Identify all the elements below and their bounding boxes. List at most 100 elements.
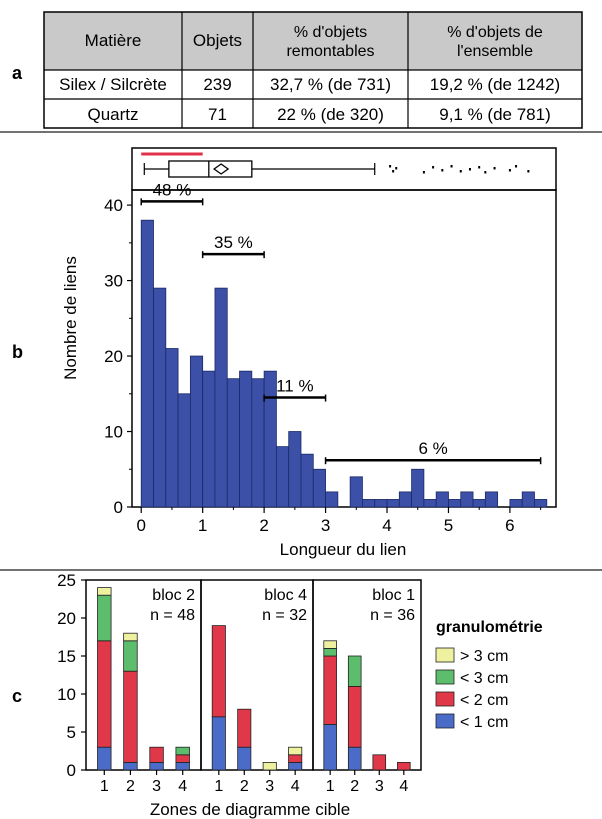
x-tick-label: 2 xyxy=(259,516,268,535)
histogram-bar xyxy=(411,468,425,508)
table-header-cell: Objets xyxy=(193,31,242,50)
x-tick-label: 0 xyxy=(136,516,145,535)
legend-swatch xyxy=(435,669,455,685)
y-tick-label: 40 xyxy=(104,196,123,215)
boxplot-outlier xyxy=(459,170,462,173)
group-count: n = 36 xyxy=(370,607,415,624)
stacked-segment xyxy=(97,594,112,642)
histogram-bar xyxy=(251,378,265,508)
stacked-segment xyxy=(347,746,362,771)
histogram-bar xyxy=(448,499,462,508)
stacked-segment xyxy=(175,746,190,756)
stacked-segment xyxy=(323,648,337,657)
panel-label-c: c xyxy=(12,686,22,706)
x-tick-label: 2 xyxy=(126,778,135,795)
stacked-segment xyxy=(288,754,303,763)
histogram-bar xyxy=(362,499,376,508)
panel-label-b: b xyxy=(12,342,23,362)
histogram-bar xyxy=(386,499,400,508)
y-tick-label: 20 xyxy=(104,347,123,366)
histogram-bar xyxy=(214,287,228,508)
stacked-bar-chart: Zones de diagramme cible granulométrie 0… xyxy=(57,571,543,819)
stacked-segment xyxy=(323,655,337,725)
boxplot-frame xyxy=(131,147,557,191)
boxplot-outlier xyxy=(441,169,444,172)
stacked-segment xyxy=(397,762,411,771)
stacked-segment xyxy=(123,762,138,771)
histogram-bar xyxy=(226,378,240,508)
x-tick-label: 2 xyxy=(350,778,359,795)
histogram-bar xyxy=(374,499,388,508)
boxplot-outlier xyxy=(432,166,435,169)
boxplot-box xyxy=(168,160,253,178)
group-count: n = 48 xyxy=(150,607,195,624)
x-tick-label: 3 xyxy=(265,778,274,795)
y-tick-label: 10 xyxy=(57,685,76,704)
x-tick-label: 1 xyxy=(198,516,207,535)
percent-label: 6 % xyxy=(418,439,447,458)
stacked-segment xyxy=(372,754,387,771)
x-tick-label: 4 xyxy=(399,778,408,795)
stacked-x-label: Zones de diagramme cible xyxy=(150,800,350,819)
histogram-bar xyxy=(202,370,216,508)
histogram-bar xyxy=(398,491,412,508)
legend-label: < 3 cm xyxy=(460,670,508,687)
histogram-bar xyxy=(189,355,204,508)
data-table: Matière Objets % d'objets remontables % d… xyxy=(43,11,583,129)
histogram-bar xyxy=(177,393,191,508)
stacked-segment xyxy=(288,762,303,771)
histogram-bar xyxy=(300,453,314,508)
stacked-segment xyxy=(323,640,337,649)
x-tick-label: 4 xyxy=(178,778,187,795)
boxplot-outlier xyxy=(515,165,518,168)
histogram-bar xyxy=(153,287,167,508)
histogram-bar xyxy=(276,446,290,508)
histogram-bar xyxy=(288,431,302,508)
histogram-bar xyxy=(165,348,179,508)
x-tick-label: 4 xyxy=(291,778,300,795)
stacked-segment xyxy=(347,686,362,748)
boxplot-outlier xyxy=(422,171,425,174)
y-tick-label: 20 xyxy=(57,609,76,628)
histogram-bar xyxy=(460,491,474,508)
table-header-cell: Matière xyxy=(85,31,142,50)
boxplot-outlier xyxy=(478,166,481,169)
table-cell: Quartz xyxy=(87,105,138,124)
histogram-bar xyxy=(521,491,535,508)
group-title: bloc 2 xyxy=(152,587,195,604)
stacked-segment xyxy=(237,708,252,748)
table-cell: 22 % (de 320) xyxy=(277,105,384,124)
stacked-segment xyxy=(123,632,138,642)
stacked-segment xyxy=(237,746,252,771)
histogram: Longueur du lien Nombre de liens 0102030… xyxy=(61,147,557,559)
histogram-bar xyxy=(325,491,339,508)
boxplot-outlier xyxy=(484,171,487,174)
table-header-cell: % d'objets remontables xyxy=(286,24,374,60)
group-title: bloc 4 xyxy=(264,587,307,604)
stacked-segment xyxy=(211,625,226,718)
stacked-segment xyxy=(323,724,337,771)
histogram-x-label: Longueur du lien xyxy=(280,540,407,559)
legend-label: < 1 cm xyxy=(460,714,508,731)
boxplot-outlier xyxy=(450,165,453,168)
stacked-segment xyxy=(288,746,303,756)
x-tick-label: 3 xyxy=(375,778,384,795)
legend-swatch xyxy=(435,691,455,707)
histogram-bar xyxy=(509,499,523,508)
histogram-y-label: Nombre de liens xyxy=(61,256,80,380)
stacked-segment xyxy=(149,762,164,771)
table-header-bg xyxy=(44,12,582,70)
histogram-bar xyxy=(534,499,548,508)
histogram-bar xyxy=(423,499,437,508)
x-tick-label: 2 xyxy=(240,778,249,795)
legend-label: < 2 cm xyxy=(460,692,508,709)
stacked-segment xyxy=(175,762,190,771)
y-tick-label: 5 xyxy=(67,723,76,742)
stacked-segment xyxy=(149,746,164,763)
x-tick-label: 3 xyxy=(152,778,161,795)
boxplot-outlier xyxy=(508,169,511,172)
table-cell: 9,1 % (de 781) xyxy=(439,105,551,124)
stacked-segment xyxy=(97,587,112,596)
x-tick-label: 1 xyxy=(214,778,223,795)
